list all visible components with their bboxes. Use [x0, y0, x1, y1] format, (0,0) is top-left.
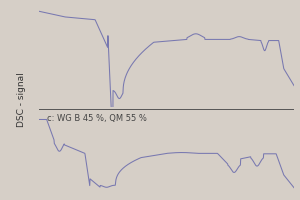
Text: c: WG B 45 %, QM 55 %: c: WG B 45 %, QM 55 %: [47, 114, 146, 123]
Text: DSC - signal: DSC - signal: [17, 73, 26, 127]
